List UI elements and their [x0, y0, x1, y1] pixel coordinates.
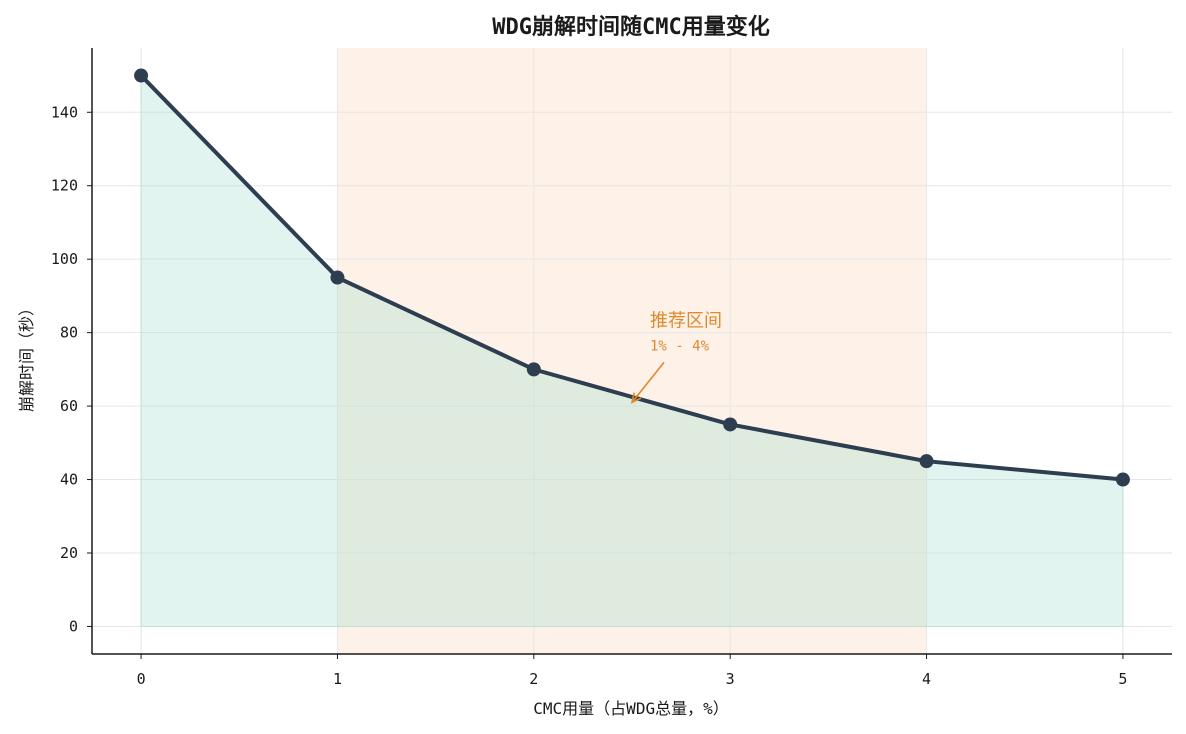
- y-tick-label: 40: [60, 471, 78, 489]
- y-tick-label: 120: [51, 177, 78, 195]
- data-point: [526, 362, 541, 377]
- y-tick-label: 60: [60, 397, 78, 415]
- y-tick-label: 20: [60, 544, 78, 562]
- y-axis-label: 崩解时间（秒）: [17, 300, 36, 412]
- annotation-arrowhead: [630, 392, 642, 404]
- data-point: [134, 68, 149, 83]
- data-point: [723, 417, 738, 432]
- annotation-subtitle: 1% - 4%: [650, 338, 710, 354]
- y-tick-label: 140: [51, 103, 78, 121]
- point-layer: [134, 68, 1130, 487]
- x-tick-label: 4: [922, 670, 931, 688]
- annotation-title: 推荐区间: [650, 310, 722, 331]
- annotation-arrow: [631, 361, 665, 403]
- data-point: [330, 270, 345, 285]
- x-tick-label: 5: [1118, 670, 1127, 688]
- line-layer: [139, 73, 1125, 482]
- tick-layer: 0 1 2 3 4 5 0 20 40 60 80 100 120 140: [51, 103, 1128, 688]
- y-tick-label: 0: [69, 617, 78, 635]
- data-point: [919, 454, 934, 469]
- chart-title: WDG崩解时间随CMC用量变化: [492, 14, 769, 40]
- x-tick-label: 1: [333, 670, 342, 688]
- data-point: [1115, 472, 1130, 487]
- x-tick-label: 3: [726, 670, 735, 688]
- x-tick-label: 0: [137, 670, 146, 688]
- annotation-layer: 推荐区间 1% - 4%: [630, 310, 722, 404]
- grid-layer: [92, 48, 1172, 654]
- y-tick-label: 100: [51, 250, 78, 268]
- x-axis-label: CMC用量（占WDG总量，%）: [533, 699, 728, 718]
- x-tick-label: 2: [529, 670, 538, 688]
- y-tick-label: 80: [60, 324, 78, 342]
- series-line: [139, 73, 1125, 482]
